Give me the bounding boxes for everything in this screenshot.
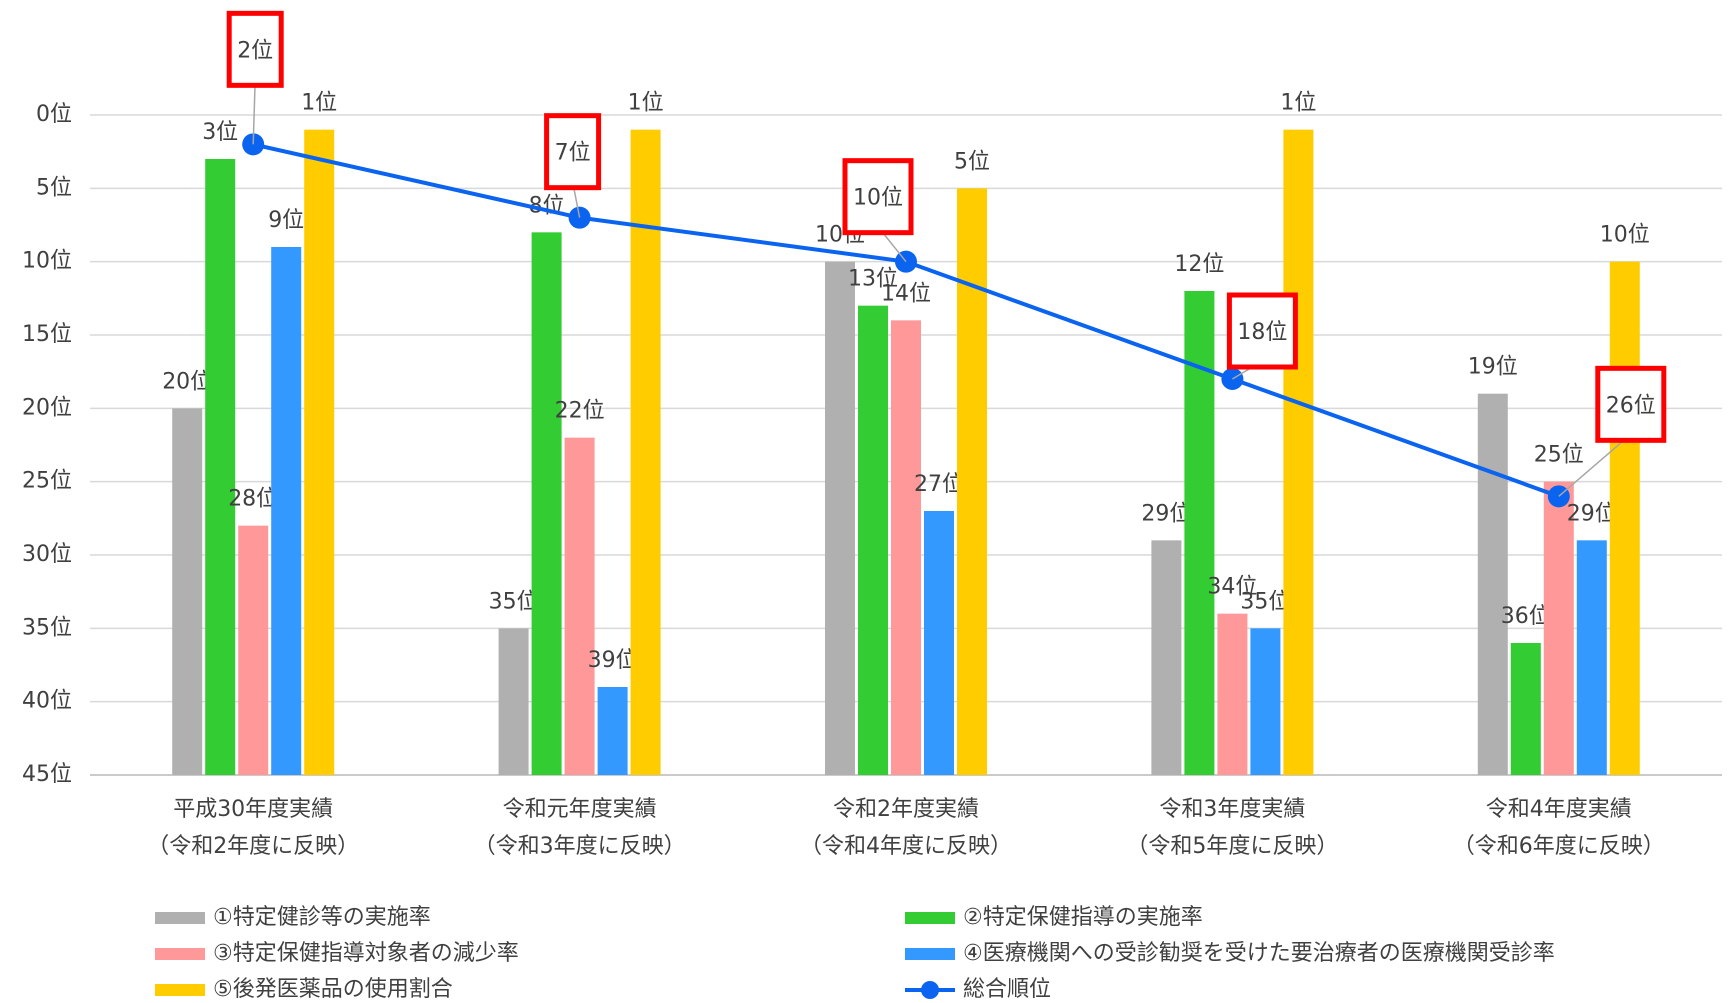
data-label: 29位 — [1141, 501, 1191, 526]
data-label: 12位 — [1174, 252, 1224, 277]
leader-line — [252, 79, 256, 145]
data-label: 28位 — [228, 487, 278, 512]
y-tick-label: 0位 — [36, 102, 72, 127]
legend-label: ④医療機関への受診勧奨を受けた要治療者の医療機関受診率 — [963, 941, 1555, 966]
y-tick-label: 20位 — [22, 395, 72, 420]
bar — [531, 232, 562, 776]
x-tick-label: 令和4年度実績 — [1486, 797, 1632, 822]
legend-label: ⑤後発医薬品の使用割合 — [213, 977, 453, 1002]
data-label: 1位 — [301, 91, 337, 116]
y-tick-label: 30位 — [22, 542, 72, 567]
legend-label: ②特定保健指導の実施率 — [963, 905, 1203, 930]
legend-swatch — [155, 912, 205, 924]
data-label: 20位 — [162, 369, 212, 394]
y-tick-label: 35位 — [22, 615, 72, 640]
data-label: 22位 — [555, 399, 605, 424]
bar — [1217, 613, 1248, 775]
y-tick-label: 5位 — [36, 175, 72, 200]
legend-swatch — [905, 912, 955, 924]
x-tick-label: （令和4年度に反映） — [800, 834, 1012, 859]
rank-box — [842, 158, 914, 236]
rank-label: 7位 — [555, 141, 591, 166]
bar — [1609, 261, 1640, 776]
bar — [891, 320, 921, 775]
y-tick-label: 15位 — [22, 322, 72, 347]
x-tick-label: （令和5年度に反映） — [1126, 834, 1338, 859]
bar — [1250, 628, 1281, 775]
data-label: 29位 — [1567, 501, 1617, 526]
data-label: 34位 — [1207, 575, 1257, 600]
bar — [304, 129, 335, 775]
data-label: 36位 — [1501, 604, 1551, 629]
rank-label: 18位 — [1237, 320, 1287, 345]
bar — [205, 159, 236, 775]
bar — [1151, 540, 1182, 775]
data-label: 5位 — [954, 149, 990, 174]
legend-label: ①特定健診等の実施率 — [213, 905, 431, 930]
y-tick-label: 25位 — [22, 469, 72, 494]
legend-label: ③特定保健指導対象者の減少率 — [213, 941, 519, 966]
bar — [498, 628, 529, 775]
rank-box — [544, 113, 602, 191]
x-tick-label: （令和6年度に反映） — [1453, 834, 1665, 859]
bar — [957, 188, 987, 776]
y-tick-label: 45位 — [22, 762, 72, 787]
data-label: 3位 — [202, 120, 238, 145]
data-label: 35位 — [1240, 589, 1290, 614]
legend-swatch — [921, 981, 939, 999]
data-label: 14位 — [881, 281, 931, 306]
bar — [630, 129, 661, 775]
data-label: 10位 — [1600, 223, 1650, 248]
legend-swatch — [155, 984, 205, 996]
legend-swatch — [155, 948, 205, 960]
rank-box — [226, 10, 284, 88]
legend-swatch — [905, 948, 955, 960]
leader-line — [1558, 433, 1632, 497]
rank-label: 26位 — [1606, 393, 1656, 418]
x-tick-label: 令和3年度実績 — [1159, 797, 1305, 822]
data-label: 25位 — [1534, 443, 1584, 468]
x-tick-label: 令和2年度実績 — [833, 797, 979, 822]
data-label: 1位 — [1280, 91, 1316, 116]
data-label: 27位 — [914, 472, 964, 497]
rank-label: 2位 — [237, 38, 273, 63]
data-label: 39位 — [588, 648, 638, 673]
bar — [564, 437, 595, 775]
rank-box — [1226, 292, 1298, 370]
data-label: 9位 — [268, 208, 304, 233]
bar — [1543, 481, 1574, 775]
rank-label: 10位 — [853, 186, 903, 211]
data-label: 1位 — [628, 91, 664, 116]
x-tick-label: （令和3年度に反映） — [474, 834, 686, 859]
rank-box — [1595, 365, 1667, 443]
bar — [1576, 540, 1607, 775]
data-label: 35位 — [489, 589, 539, 614]
x-tick-label: （令和2年度に反映） — [147, 834, 359, 859]
bar — [858, 305, 888, 775]
bar — [1283, 129, 1314, 775]
bar — [271, 247, 302, 775]
x-tick-label: 平成30年度実績 — [173, 797, 333, 822]
data-label: 13位 — [848, 267, 898, 292]
bar — [172, 408, 203, 775]
bar — [924, 511, 954, 775]
y-tick-label: 40位 — [22, 689, 72, 714]
bar — [825, 261, 855, 776]
bar — [238, 525, 269, 775]
y-tick-label: 10位 — [22, 249, 72, 274]
x-tick-label: 令和元年度実績 — [503, 797, 657, 822]
bar — [1510, 643, 1541, 775]
data-label: 19位 — [1468, 355, 1518, 380]
bar — [1477, 393, 1508, 775]
bar — [597, 687, 628, 775]
legend-label: 総合順位 — [963, 977, 1051, 1002]
